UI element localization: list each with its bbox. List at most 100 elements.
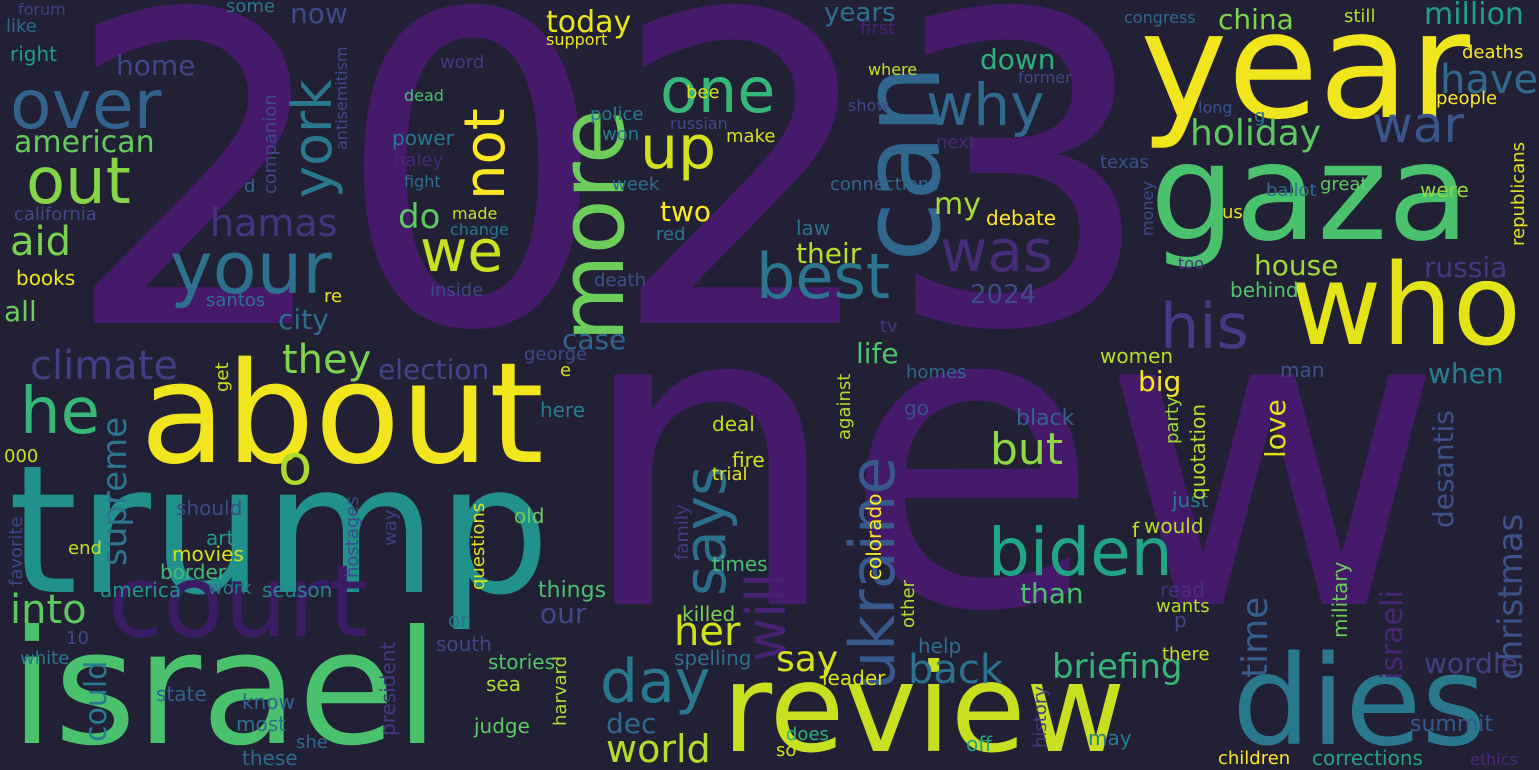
word-day: day [600,647,711,717]
word-american: american [14,125,155,160]
word-so: so [776,740,797,761]
word-these: these [242,746,298,770]
word-white: white [20,648,70,669]
word-review: review [722,638,1126,770]
word-too: too [1178,254,1204,273]
word-world: world [606,727,711,770]
word-e: e [560,360,572,381]
word-stories: stories [488,650,556,674]
word-bee: bee [686,82,720,103]
word-antisemitism: antisemitism [332,46,351,150]
word-history: history [1030,686,1051,748]
word-against: against [834,373,855,440]
word-red: red [656,224,686,245]
word-other: other [898,580,919,628]
word-now: now [290,0,348,30]
word-leader: leader [822,666,886,690]
word-war: war [1372,96,1465,154]
word-america: america [100,578,182,602]
word-wants: wants [1156,596,1210,617]
word-today: today [546,5,632,40]
word-still: still [1344,6,1376,27]
word-right: right [10,42,57,66]
word-favorite: favorite [6,516,27,586]
word-out: out [26,145,131,219]
word-texas: texas [1100,152,1149,173]
word-we: we [420,217,504,285]
word-way: way [380,509,401,546]
word-just: just [1172,488,1209,512]
word-re: re [324,286,343,307]
word-d: d [244,176,256,197]
word-fire: fire [732,448,765,472]
word-she: she [296,732,328,753]
word-who: who [1290,241,1522,371]
word-family: family [672,504,693,560]
word-holiday: holiday [1190,113,1322,154]
word-first: first [860,18,896,39]
word-word: word [440,52,485,73]
word-home: home [116,49,196,82]
word-help: help [918,634,962,658]
word-should: should [176,496,243,520]
word-up: up [640,113,717,183]
word-know: know [242,690,295,714]
word-debate: debate [986,206,1057,230]
word-south: south [436,632,492,656]
word-santos: santos [206,290,266,311]
word-biden: biden [988,514,1173,591]
word-children: children [1218,748,1291,769]
word-or: or [448,608,469,632]
word-haley: haley [394,150,444,171]
word-court: court [108,543,368,660]
word-season: season [262,578,333,602]
word-things: things [538,578,607,603]
word-won: won [602,124,640,145]
word-state: state [156,682,207,706]
word-wordle: wordle [1424,647,1518,680]
word-republicans: republicans [1508,141,1529,246]
word-make: make [726,126,776,147]
word-p: p [1174,608,1187,632]
word-sea: sea [486,672,521,696]
word-year: year [1140,0,1471,152]
word-quotation: quotation [1186,403,1210,500]
word-black: black [1016,406,1075,431]
word-were: were [1420,178,1469,202]
word-long: long [1198,98,1233,117]
word-harvard: harvard [550,655,571,726]
word-election: election [378,353,490,386]
word-love: love [1259,399,1292,458]
word-trial: trial [712,464,748,485]
word-briefing: briefing [1052,647,1183,687]
word-best: best [756,240,891,313]
word-does: does [786,724,829,745]
word-companion: companion [260,94,281,194]
word-israel: israel [10,597,440,770]
word-dies: dies [1232,630,1487,770]
word-new: new [576,215,1445,704]
word-her: her [674,609,741,655]
word-behind: behind [1230,278,1299,302]
word-10: 10 [66,628,89,649]
word-he: he [20,375,100,449]
word-inside: inside [430,280,484,301]
word-go: go [904,396,929,420]
word-show: show [848,96,890,115]
word-deaths: deaths [1462,42,1524,63]
word-000: 000 [4,446,39,467]
word-would: would [1144,514,1204,538]
word-tv: tv [880,316,898,337]
word-money: money [1138,181,1157,236]
word-deal: deal [712,412,755,436]
word-city: city [278,303,329,336]
word-end: end [68,538,102,559]
word-art: art [206,526,235,550]
word-most: most [236,712,286,736]
word-house: house [1254,249,1339,282]
word-his: his [1160,290,1249,363]
word-may: may [1088,726,1132,750]
word-our: our [540,597,587,630]
word-your: your [170,226,332,310]
word-party: party [1162,396,1183,444]
